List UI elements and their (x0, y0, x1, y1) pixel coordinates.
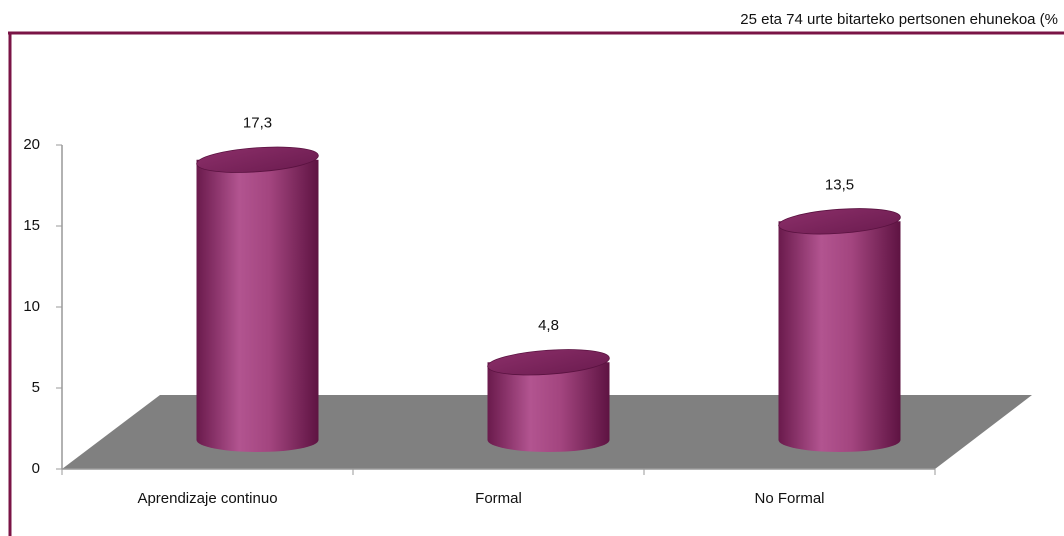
x-tick-label: No Formal (754, 490, 824, 507)
value-label: 17,3 (243, 115, 272, 132)
cylinder-top (487, 349, 610, 376)
y-tick-label: 15 (23, 217, 40, 234)
cylinder-top (196, 146, 319, 173)
y-tick-label: 0 (32, 460, 40, 477)
cylinder (196, 159, 319, 452)
x-tick-label: Formal (475, 490, 522, 507)
value-label: 4,8 (538, 317, 559, 334)
chart-title: 25 eta 74 urte bitarteko pertsonen ehune… (740, 11, 1058, 28)
y-tick-label: 5 (32, 379, 40, 396)
value-label: 13,5 (825, 176, 854, 193)
y-tick-label: 20 (23, 136, 40, 153)
cylinder (778, 221, 901, 452)
cylinder-top (778, 208, 901, 235)
cylinder (487, 362, 610, 452)
y-tick-label: 10 (23, 298, 40, 315)
x-tick-label: Aprendizaje continuo (137, 490, 277, 507)
